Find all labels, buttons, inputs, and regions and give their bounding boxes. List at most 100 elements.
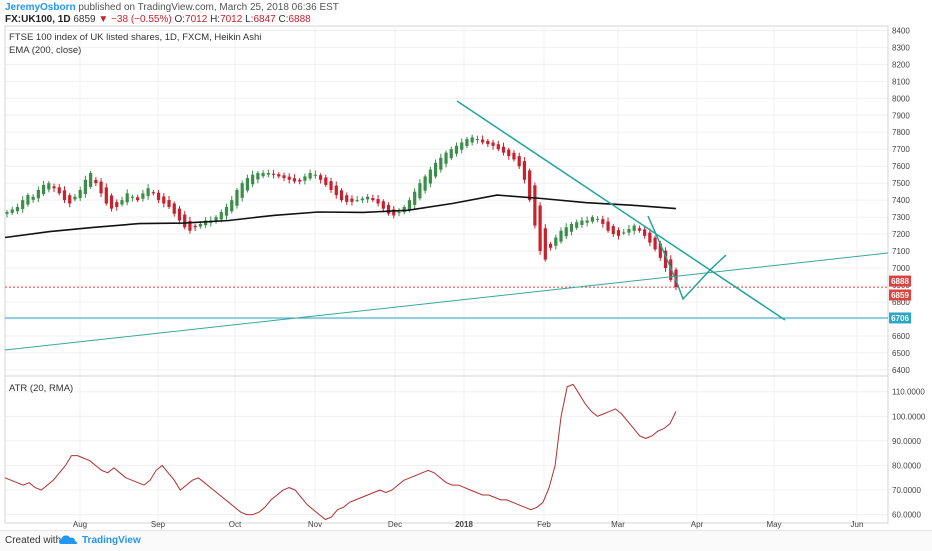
price-badge bbox=[889, 275, 911, 287]
candle-up bbox=[240, 183, 244, 198]
candle-up bbox=[622, 232, 626, 234]
candle-up bbox=[15, 206, 20, 212]
candle-down bbox=[193, 225, 197, 228]
time-tick-label: Aug bbox=[73, 520, 87, 529]
ema-line bbox=[4, 194, 677, 239]
horizontal-lines bbox=[5, 286, 888, 319]
price-tick-label: 7000 bbox=[892, 264, 910, 273]
candle-down bbox=[183, 214, 187, 228]
candle-up bbox=[26, 195, 30, 205]
candle-up bbox=[627, 229, 631, 233]
candle-up bbox=[219, 212, 223, 220]
symbol-label: FX:UK100, 1D bbox=[5, 14, 71, 25]
time-tick-label: Mar bbox=[611, 520, 625, 529]
candle-up bbox=[261, 172, 265, 177]
candle-up bbox=[256, 172, 260, 180]
candle-down bbox=[162, 196, 166, 204]
candle-up bbox=[141, 193, 145, 199]
candle-up bbox=[580, 220, 584, 226]
price-tick-label: 7500 bbox=[892, 179, 910, 188]
candle-down bbox=[104, 187, 108, 204]
candle-down bbox=[606, 221, 610, 231]
price-change: −38 (−0.55%) bbox=[111, 14, 172, 25]
candle-down bbox=[282, 175, 286, 179]
close-value: 6888 bbox=[288, 14, 311, 25]
candle-up bbox=[31, 196, 35, 200]
atr-axis: 110.0000 100.0000 90.0000 80.0000 70.0000 60.… bbox=[892, 388, 926, 520]
candle-up bbox=[41, 184, 46, 195]
candle-up bbox=[89, 172, 93, 187]
candle-down bbox=[637, 228, 642, 231]
price-tick-label: 7800 bbox=[892, 128, 910, 137]
price-badge bbox=[889, 312, 911, 324]
grid-lines bbox=[5, 27, 888, 522]
candle-down bbox=[517, 156, 521, 167]
candle-down bbox=[136, 197, 140, 201]
candle-down bbox=[386, 204, 391, 214]
candle-up bbox=[21, 200, 25, 210]
atr-tick-label: 90.0000 bbox=[892, 437, 921, 446]
price-tick-label: 6600 bbox=[892, 332, 910, 341]
candle-down bbox=[658, 243, 662, 258]
ema-legend-label: EMA (200, close) bbox=[9, 45, 81, 56]
candle-up bbox=[632, 225, 636, 231]
candle-down bbox=[538, 205, 542, 252]
price-badge-label: 6859 bbox=[891, 291, 909, 300]
candle-up bbox=[559, 230, 563, 242]
candle-up bbox=[313, 174, 317, 176]
price-tick-label: 7400 bbox=[892, 196, 910, 205]
atr-tick-label: 60.0000 bbox=[892, 511, 921, 520]
publish-line: JeremyOsborn published on TradingView.co… bbox=[5, 2, 339, 14]
candle-down bbox=[643, 229, 647, 236]
candle-up bbox=[418, 183, 422, 199]
high-value: 7012 bbox=[220, 14, 243, 25]
candle-up bbox=[73, 196, 77, 200]
price-tick-label: 8100 bbox=[892, 77, 910, 86]
atr-line bbox=[4, 383, 677, 521]
price-tick-label: 8000 bbox=[892, 94, 910, 103]
candle-down bbox=[522, 161, 527, 180]
candle-up bbox=[245, 178, 250, 191]
candle-down bbox=[533, 185, 537, 226]
candle-up bbox=[439, 157, 443, 170]
candle-up bbox=[120, 200, 124, 205]
candle-down bbox=[345, 195, 349, 202]
author-link[interactable]: JeremyOsborn bbox=[5, 2, 76, 13]
price-tick-label: 8200 bbox=[892, 60, 910, 69]
candle-up bbox=[407, 200, 412, 210]
tradingview-brand-link[interactable]: TradingView bbox=[82, 535, 141, 546]
atr-tick-label: 110.0000 bbox=[892, 388, 925, 397]
candle-up bbox=[125, 193, 129, 203]
down-arrow-icon: ▼ bbox=[98, 14, 109, 25]
candle-down bbox=[491, 142, 495, 146]
time-tick-label: Jun bbox=[851, 520, 864, 529]
candle-up bbox=[198, 223, 202, 227]
candle-up bbox=[303, 176, 307, 181]
candle-up bbox=[454, 145, 459, 154]
candle-up bbox=[444, 152, 448, 164]
candle-up bbox=[235, 189, 239, 206]
candle-down bbox=[115, 202, 119, 207]
candle-down bbox=[167, 200, 171, 207]
candle-up bbox=[366, 196, 370, 200]
candlesticks bbox=[5, 134, 678, 290]
candle-down bbox=[616, 230, 621, 236]
candle-down bbox=[52, 186, 56, 189]
price-tick-label: 8300 bbox=[892, 43, 910, 52]
candle-up bbox=[596, 218, 600, 220]
last-price: 6859 bbox=[73, 14, 96, 25]
candle-up bbox=[130, 196, 135, 198]
candle-down bbox=[381, 201, 385, 209]
open-value: 7012 bbox=[185, 14, 208, 25]
candle-down bbox=[543, 228, 547, 260]
candle-down bbox=[507, 149, 511, 157]
candle-up bbox=[590, 217, 594, 222]
candle-down bbox=[392, 209, 396, 216]
created-with-text: Created with bbox=[5, 535, 62, 546]
candle-down bbox=[151, 192, 155, 194]
candle-down bbox=[318, 175, 323, 180]
candle-down bbox=[512, 152, 516, 160]
candle-up bbox=[251, 174, 255, 185]
candle-up bbox=[413, 191, 417, 205]
